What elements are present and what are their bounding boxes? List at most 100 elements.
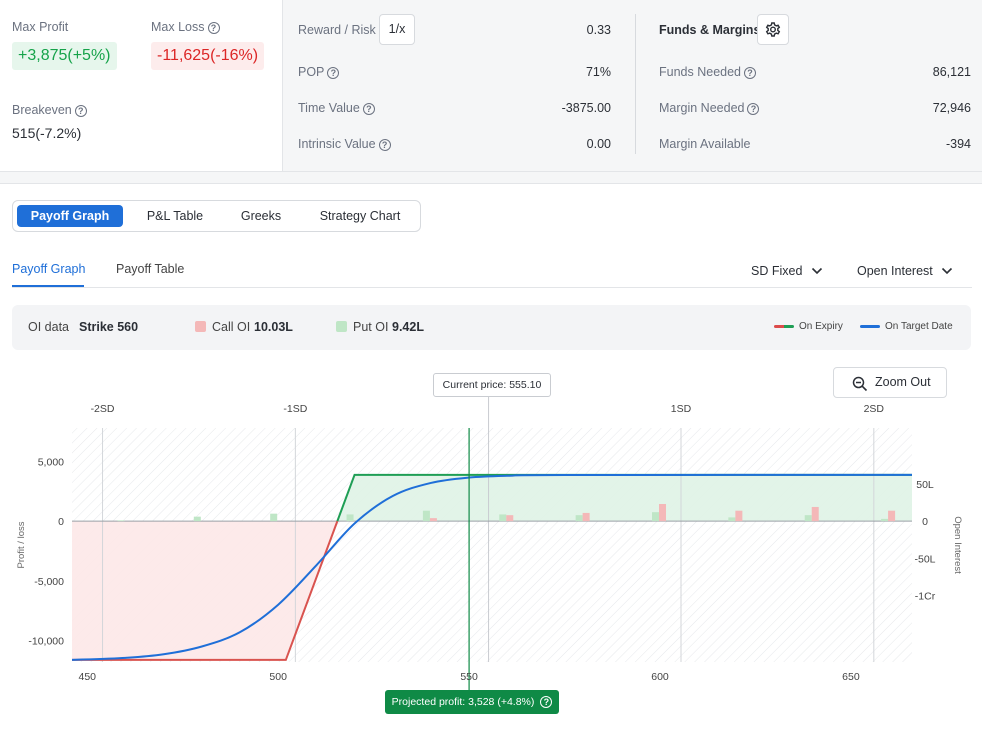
x-tick-label: 600 — [651, 671, 669, 683]
put-oi-value: 9.42L — [392, 320, 424, 334]
time-value-label-text: Time Value — [298, 101, 360, 115]
subtab-divider — [12, 287, 972, 288]
y-tick-label: 5,000 — [38, 456, 64, 468]
chevron-down-icon — [942, 267, 953, 275]
summary-panel: Max Profit +3,875(+5%) Max Loss? -11,625… — [0, 0, 982, 171]
tab-payoff-graph[interactable]: Payoff Graph — [17, 205, 123, 227]
current-price-tag: Current price: 555.10 — [433, 373, 551, 397]
call-oi-bar — [429, 518, 437, 522]
call-oi-bar — [506, 515, 514, 522]
x-tick-label: 450 — [79, 671, 97, 683]
sd-label: 2SD — [864, 403, 885, 415]
zoom-out-label: Zoom Out — [875, 375, 931, 389]
target-date-line — [71, 473, 913, 661]
y-axis-label: Profit / loss — [16, 521, 27, 568]
settings-button[interactable] — [757, 14, 789, 45]
margin-needed-label-text: Margin Needed — [659, 101, 745, 115]
x-tick-label: 500 — [269, 671, 287, 683]
y-tick-label: 0 — [58, 516, 64, 528]
x-tick-label: 550 — [460, 671, 478, 683]
intrinsic-value-value: 0.00 — [586, 137, 611, 151]
funds-needed-value: 86,121 — [932, 65, 971, 79]
legend-on-target-date: On Target Date — [860, 321, 953, 332]
help-icon[interactable]: ? — [540, 696, 553, 709]
help-icon[interactable]: ? — [207, 21, 220, 34]
y-tick-label: -10,000 — [28, 636, 64, 648]
funds-needed-label-text: Funds Needed — [659, 65, 742, 79]
tab-strategy-chart[interactable]: Strategy Chart — [319, 209, 401, 223]
help-icon[interactable]: ? — [362, 102, 375, 115]
oi-strike: Strike 560 — [79, 320, 139, 334]
put-oi-bar — [652, 512, 659, 522]
y-tick-label: -5,000 — [34, 576, 64, 588]
zoom-out-icon — [852, 376, 868, 392]
main-tabs: Payoff Graph P&L Table Greeks Strategy C… — [12, 200, 421, 232]
max-profit-value: +3,875(+5%) — [12, 42, 117, 70]
time-value-label: Time Value? — [298, 101, 375, 115]
help-icon[interactable]: ? — [378, 138, 391, 151]
profit-region — [337, 474, 912, 522]
zoom-out-button[interactable]: Zoom Out — [833, 367, 947, 398]
y2-tick-label: 0 — [922, 516, 928, 528]
max-loss-value: -11,625(-16%) — [151, 42, 265, 70]
margin-needed-label: Margin Needed? — [659, 101, 760, 115]
y2-axis-label: Open Interest — [952, 516, 963, 574]
oi-dropdown[interactable]: Open Interest — [857, 264, 953, 278]
profit-loss-summary: Max Profit +3,875(+5%) Max Loss? -11,625… — [0, 0, 283, 171]
call-oi-bar — [735, 510, 743, 522]
section-divider — [0, 171, 982, 184]
help-icon[interactable]: ? — [747, 102, 760, 115]
legend-target-label: On Target Date — [885, 321, 953, 332]
put-oi-bar — [728, 517, 736, 522]
y2-tick-label: -50L — [914, 553, 935, 565]
funds-needed-label: Funds Needed? — [659, 65, 757, 79]
subtab-payoff-table[interactable]: Payoff Table — [116, 262, 185, 276]
legend-target-line — [860, 324, 880, 328]
breakeven-label: Breakeven? — [12, 103, 87, 117]
margin-available-label: Margin Available — [659, 137, 751, 151]
pop-label: POP? — [298, 65, 340, 79]
subtab-payoff-graph[interactable]: Payoff Graph — [12, 262, 86, 276]
call-oi-bar — [811, 506, 819, 522]
time-value-value: -3875.00 — [561, 101, 611, 115]
put-oi-bar — [422, 510, 430, 522]
chevron-down-icon — [811, 267, 822, 275]
put-oi-bar — [117, 520, 125, 522]
pop-label-text: POP — [298, 65, 325, 79]
put-oi-bar — [804, 515, 812, 522]
funds-margins-title: Funds & Margins — [659, 23, 761, 37]
sd-dropdown[interactable]: SD Fixed — [751, 264, 823, 278]
put-oi-bar — [575, 515, 583, 522]
margin-available-value: -394 — [945, 137, 971, 151]
payoff-chart[interactable]: -2SD -1SD 1SD 2SD 5,000 0 -5,000 -10,000 50L 0 -50… — [0, 395, 982, 690]
active-subtab-indicator — [12, 285, 84, 287]
put-oi-label: Put OI — [353, 320, 389, 334]
oi-data-label: OI data — [28, 320, 69, 334]
pop-value: 71% — [585, 65, 611, 79]
metrics-panel: Reward / Risk 1/x 0.33 POP? 71% Time Val… — [283, 0, 982, 171]
breakeven-value: 515(-7.2%) — [12, 125, 82, 141]
reward-risk-label: Reward / Risk — [298, 23, 376, 37]
sd-label: -2SD — [91, 403, 115, 415]
sd-dropdown-label: SD Fixed — [751, 264, 803, 278]
reward-risk-toggle-button[interactable]: 1/x — [379, 14, 415, 45]
call-oi-label: Call OI — [212, 320, 251, 334]
help-icon[interactable]: ? — [327, 66, 340, 79]
help-icon[interactable]: ? — [744, 66, 757, 79]
put-oi-bar — [193, 516, 201, 522]
max-profit-label: Max Profit — [12, 20, 69, 34]
projected-profit-tag: Projected profit: 3,528 (+4.8%) ? — [385, 690, 559, 714]
call-oi-bar — [888, 510, 896, 522]
put-oi-bar — [499, 514, 507, 522]
put-oi-swatch — [336, 321, 347, 332]
oi-dropdown-label: Open Interest — [857, 264, 933, 278]
x-tick-label: 650 — [842, 671, 860, 683]
help-icon[interactable]: ? — [74, 104, 87, 117]
intrinsic-value-label-text: Intrinsic Value — [298, 137, 376, 151]
put-oi-bar — [270, 513, 278, 522]
tab-greeks[interactable]: Greeks — [240, 209, 282, 223]
expiry-loss-line — [72, 520, 339, 661]
y2-tick-label: 50L — [916, 479, 934, 491]
tab-pl-table[interactable]: P&L Table — [146, 209, 204, 223]
breakeven-label-text: Breakeven — [12, 103, 72, 117]
